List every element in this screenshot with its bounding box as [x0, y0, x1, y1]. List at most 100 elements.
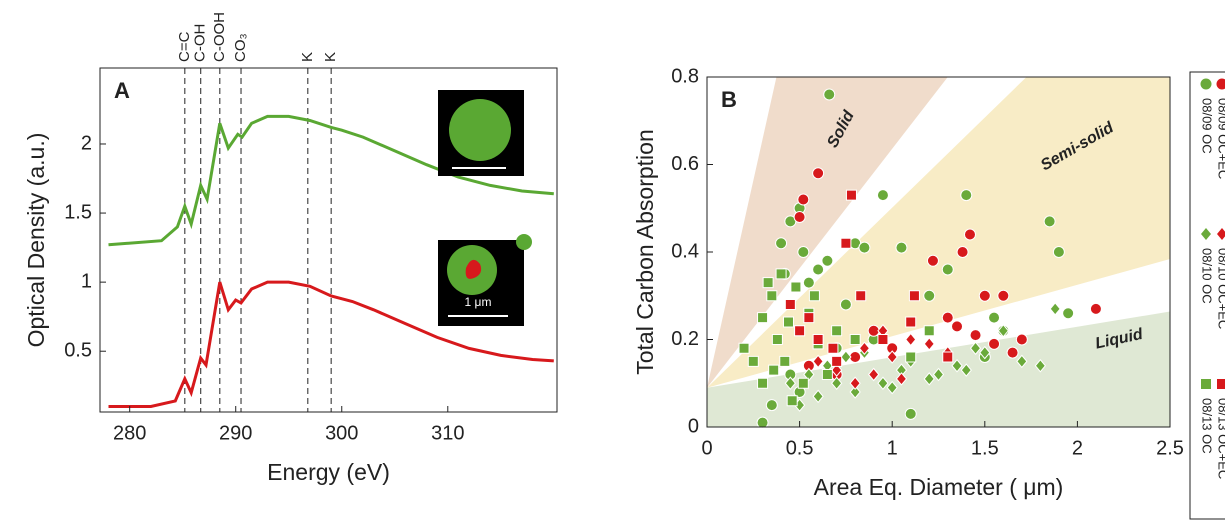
point	[846, 190, 856, 200]
legend-marker	[1201, 379, 1211, 389]
point	[859, 242, 870, 253]
point	[758, 378, 768, 388]
y-tick-label: 0.8	[671, 65, 699, 87]
y-tick-label: 0.4	[671, 240, 699, 262]
point	[767, 291, 777, 301]
point	[924, 338, 934, 350]
point	[1007, 347, 1018, 358]
figure: C=CC-OHC-OOHCO₃KK2802903003100.511.52Ene…	[0, 0, 1225, 520]
y-tick-label: 1	[81, 270, 92, 292]
point	[832, 326, 842, 336]
y-tick-label: 0.6	[671, 153, 699, 175]
point	[1050, 303, 1060, 315]
point	[798, 194, 809, 205]
x-tick-label: 290	[219, 422, 252, 444]
point	[856, 291, 866, 301]
x-axis-label: Area Eq. Diameter ( μm)	[814, 474, 1064, 500]
y-tick-label: 1.5	[64, 201, 92, 223]
point	[924, 326, 934, 336]
point	[739, 343, 749, 353]
insets: 1 μm	[438, 90, 532, 326]
point	[1090, 303, 1101, 314]
point	[748, 356, 758, 366]
panel-label: A	[114, 78, 130, 103]
point	[787, 396, 797, 406]
legend-label: 08/09 OC	[1200, 98, 1215, 154]
point	[989, 312, 1000, 323]
point	[776, 269, 786, 279]
point	[795, 326, 805, 336]
point	[769, 365, 779, 375]
x-tick-label: 310	[431, 422, 464, 444]
point	[942, 264, 953, 275]
y-tick-label: 0.2	[671, 328, 699, 350]
point	[798, 247, 809, 258]
point	[970, 330, 981, 341]
point	[822, 370, 832, 380]
peak-label: C-OH	[192, 24, 209, 62]
x-tick-label: 2	[1072, 437, 1083, 459]
point	[832, 356, 842, 366]
point	[1063, 308, 1074, 319]
legend-marker	[1217, 379, 1225, 389]
point	[794, 212, 805, 223]
y-tick-label: 0	[688, 415, 699, 437]
point	[841, 238, 851, 248]
x-tick-label: 2.5	[1156, 437, 1184, 459]
point	[757, 417, 768, 428]
point	[906, 352, 916, 362]
point	[964, 229, 975, 240]
point	[909, 291, 919, 301]
point	[840, 299, 851, 310]
legend-label: 08/10 OC	[1200, 248, 1215, 304]
point	[850, 335, 860, 345]
y-axis-label: Total Carbon Absorption	[632, 129, 658, 375]
peak-label: K	[299, 52, 316, 62]
point	[758, 313, 768, 323]
point	[998, 290, 1009, 301]
point	[809, 291, 819, 301]
x-tick-label: 300	[325, 422, 358, 444]
point	[952, 321, 963, 332]
y-axis-label: Optical Density (a.u.)	[23, 133, 49, 348]
inset-particle	[449, 99, 511, 161]
legend-label: 08/13 OC	[1200, 398, 1215, 454]
point	[979, 290, 990, 301]
point	[824, 89, 835, 100]
peak-label: C-OOH	[211, 12, 228, 62]
point	[1053, 247, 1064, 258]
point	[927, 255, 938, 266]
x-tick-label: 1	[887, 437, 898, 459]
legend-label: 08/13 OC+EC	[1216, 398, 1225, 479]
point	[776, 238, 787, 249]
point	[896, 242, 907, 253]
legend-label: 08/10 OC+EC	[1216, 248, 1225, 329]
panel-label: B	[721, 87, 737, 112]
point	[785, 300, 795, 310]
point	[942, 312, 953, 323]
point	[906, 334, 916, 346]
peak-label: CO₃	[232, 33, 249, 62]
point	[791, 282, 801, 292]
point	[813, 335, 823, 345]
y-tick-label: 0.5	[64, 339, 92, 361]
point	[906, 317, 916, 327]
point	[961, 190, 972, 201]
point	[798, 378, 808, 388]
point	[828, 343, 838, 353]
peak-label: C=C	[176, 31, 193, 62]
point	[763, 278, 773, 288]
point	[780, 356, 790, 366]
inset-particle	[516, 234, 532, 250]
peak-label: K	[322, 52, 339, 62]
x-tick-label: 280	[113, 422, 146, 444]
y-tick-label: 2	[81, 132, 92, 154]
point	[841, 351, 851, 363]
point	[766, 400, 777, 411]
point	[878, 335, 888, 345]
point	[803, 277, 814, 288]
point	[943, 352, 953, 362]
point	[804, 313, 814, 323]
x-tick-label: 0.5	[786, 437, 814, 459]
scale-label: 1 μm	[465, 295, 492, 309]
